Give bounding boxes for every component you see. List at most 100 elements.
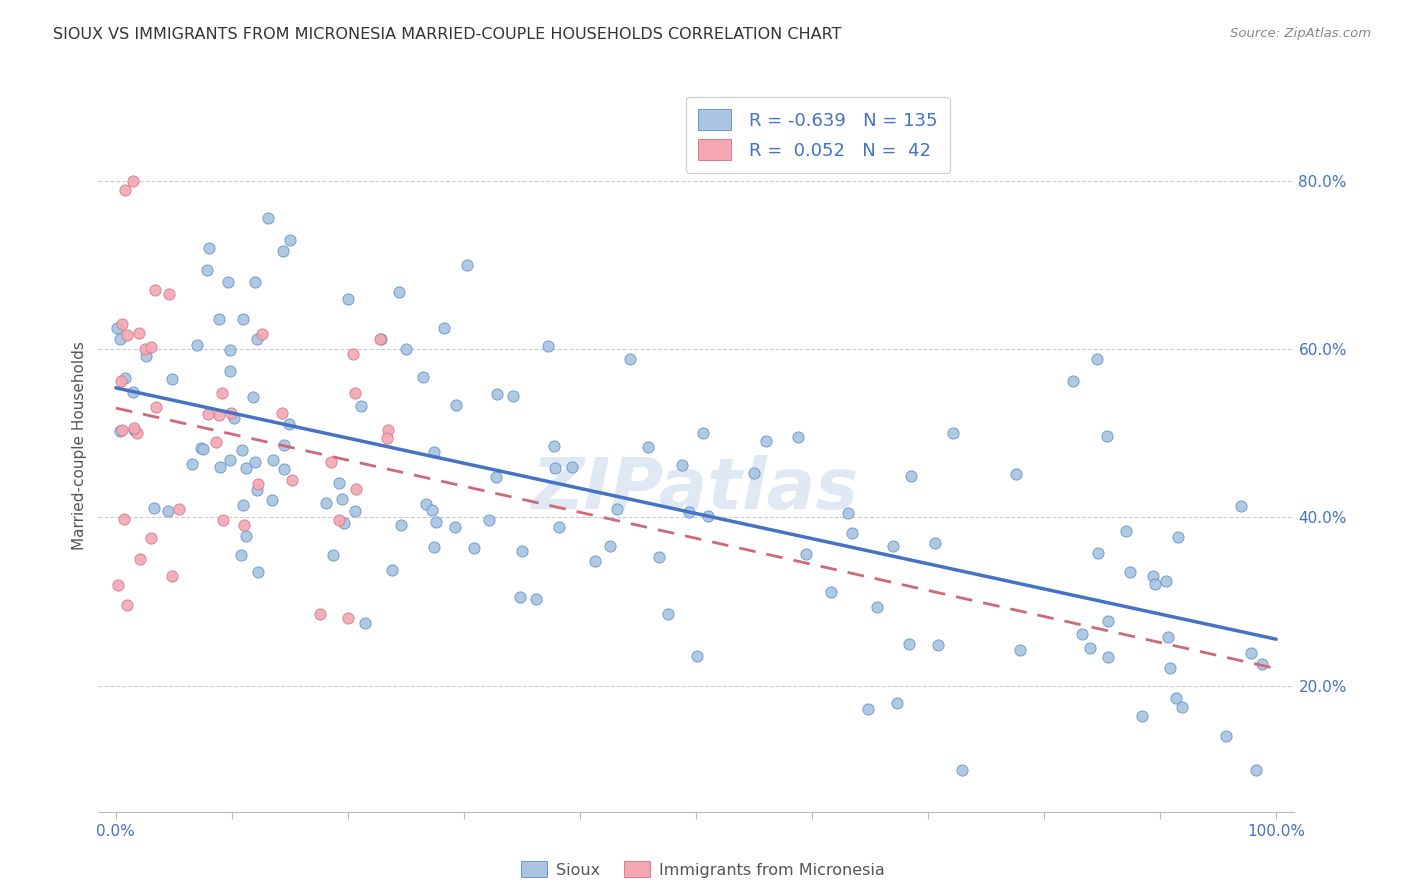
- Point: [232, 498, 254, 512]
- Point: [122, 421, 145, 435]
- Point: [377, 423, 399, 437]
- Point: [606, 502, 628, 516]
- Point: [1167, 530, 1189, 544]
- Point: [125, 426, 148, 441]
- Point: [1010, 643, 1032, 657]
- Point: [333, 516, 356, 530]
- Point: [463, 541, 485, 555]
- Text: Source: ZipAtlas.com: Source: ZipAtlas.com: [1230, 27, 1371, 40]
- Point: [135, 349, 157, 363]
- Point: [208, 459, 231, 474]
- Point: [686, 648, 709, 663]
- Point: [1097, 650, 1119, 665]
- Point: [561, 459, 583, 474]
- Point: [145, 400, 167, 414]
- Point: [1071, 627, 1094, 641]
- Point: [321, 455, 343, 469]
- Point: [219, 343, 242, 357]
- Point: [256, 211, 278, 226]
- Point: [856, 702, 879, 716]
- Point: [243, 455, 266, 469]
- Point: [111, 317, 134, 331]
- Point: [1215, 729, 1237, 743]
- Point: [509, 590, 531, 604]
- Point: [328, 513, 350, 527]
- Point: [197, 407, 219, 421]
- Point: [186, 338, 208, 352]
- Point: [328, 476, 350, 491]
- Point: [246, 332, 269, 346]
- Point: [235, 460, 257, 475]
- Point: [671, 458, 693, 472]
- Point: [337, 611, 360, 625]
- Point: [415, 497, 437, 511]
- Point: [167, 502, 190, 516]
- Y-axis label: Married-couple Households: Married-couple Households: [72, 342, 87, 550]
- Point: [375, 431, 398, 445]
- Point: [742, 467, 765, 481]
- Point: [114, 183, 136, 197]
- Point: [1130, 709, 1153, 723]
- Point: [105, 321, 128, 335]
- Point: [1062, 374, 1084, 388]
- Point: [1159, 661, 1181, 675]
- Point: [142, 500, 165, 515]
- Point: [330, 491, 353, 506]
- Point: [208, 312, 231, 326]
- Point: [548, 520, 571, 534]
- Point: [247, 477, 270, 491]
- Point: [309, 607, 332, 622]
- Point: [211, 386, 233, 401]
- Point: [866, 599, 889, 614]
- Point: [162, 372, 184, 386]
- Point: [927, 638, 949, 652]
- Point: [273, 462, 295, 476]
- Point: [271, 244, 294, 259]
- Point: [1164, 691, 1187, 706]
- Point: [242, 390, 264, 404]
- Point: [1251, 657, 1274, 672]
- Point: [342, 347, 364, 361]
- Point: [281, 474, 304, 488]
- Point: [197, 242, 219, 256]
- Point: [754, 434, 776, 449]
- Point: [420, 503, 443, 517]
- Point: [456, 258, 478, 272]
- Point: [139, 340, 162, 354]
- Point: [121, 385, 143, 400]
- Point: [820, 585, 842, 599]
- Point: [145, 283, 167, 297]
- Point: [222, 410, 245, 425]
- Point: [898, 637, 921, 651]
- Point: [141, 531, 163, 545]
- Point: [544, 461, 567, 475]
- Point: [1097, 614, 1119, 628]
- Point: [124, 424, 146, 438]
- Point: [231, 442, 253, 457]
- Point: [433, 320, 456, 334]
- Point: [485, 470, 508, 484]
- Legend: Sioux, Immigrants from Micronesia: Sioux, Immigrants from Micronesia: [515, 855, 891, 884]
- Point: [1087, 546, 1109, 560]
- Point: [1085, 351, 1108, 366]
- Text: SIOUX VS IMMIGRANTS FROM MICRONESIA MARRIED-COUPLE HOUSEHOLDS CORRELATION CHART: SIOUX VS IMMIGRANTS FROM MICRONESIA MARR…: [53, 27, 842, 42]
- Point: [117, 598, 139, 612]
- Point: [1144, 577, 1167, 591]
- Point: [191, 442, 214, 456]
- Point: [112, 512, 135, 526]
- Point: [950, 763, 973, 777]
- Point: [218, 364, 240, 378]
- Point: [886, 696, 908, 710]
- Point: [229, 548, 252, 562]
- Point: [619, 351, 641, 366]
- Point: [247, 566, 270, 580]
- Point: [277, 417, 299, 431]
- Point: [212, 513, 235, 527]
- Point: [271, 406, 294, 420]
- Point: [122, 174, 145, 188]
- Point: [205, 435, 228, 450]
- Point: [692, 425, 714, 440]
- Point: [837, 506, 859, 520]
- Point: [278, 233, 301, 247]
- Text: ZIPatlas: ZIPatlas: [533, 456, 859, 524]
